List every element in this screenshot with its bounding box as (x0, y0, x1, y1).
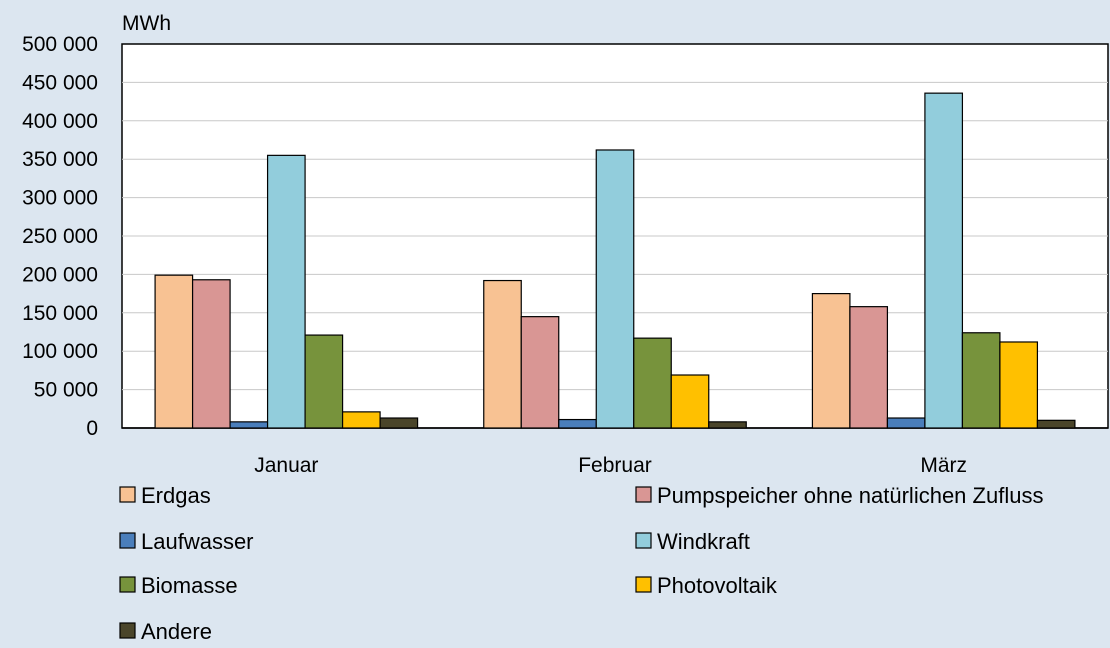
y-axis-tick-labels: 0 50 000 100 000 150 000 200 000 250 000 300 0… (22, 33, 98, 440)
legend-item: Photovoltaik (635, 573, 778, 598)
bar-windkraft-februar (595, 149, 635, 429)
legend-item: Erdgas (119, 483, 211, 508)
bar-photovoltaik-januar (341, 411, 381, 429)
bar-biomasse-februar (633, 337, 672, 429)
legend-label: Pumpspeicher ohne natürlichen Zufluss (657, 483, 1043, 508)
bar-biomasse-märz (961, 332, 1001, 429)
legend-item: Windkraft (635, 529, 750, 554)
category-label: Januar (254, 454, 318, 477)
bar-pumpspeicher-ohne-nat-rlichen-zufluss-märz (849, 306, 889, 429)
bar-biomasse-januar (304, 334, 344, 429)
bar-laufwasser-februar (558, 418, 597, 429)
y-tick-label: 0 (86, 417, 98, 440)
legend-label: Windkraft (657, 529, 750, 554)
y-tick-label: 500 000 (22, 33, 98, 56)
bar-erdgas-januar (154, 274, 194, 429)
bar-erdgas-märz (811, 293, 851, 429)
y-tick-label: 350 000 (22, 148, 98, 171)
legend-label: Photovoltaik (657, 573, 778, 598)
bar-andere-märz (1036, 419, 1076, 429)
legend-item: Laufwasser (119, 529, 254, 554)
y-axis-unit-label: MWh (122, 12, 171, 35)
bar-photovoltaik-februar (670, 374, 710, 429)
legend-label: Erdgas (141, 483, 211, 508)
y-tick-label: 50 000 (34, 379, 98, 402)
y-tick-label: 150 000 (22, 302, 98, 325)
bar-andere-februar (708, 421, 747, 429)
category-label: März (920, 454, 967, 477)
bar-windkraft-januar (266, 154, 306, 429)
legend-item: Pumpspeicher ohne natürlichen Zufluss (635, 483, 1043, 508)
y-tick-label: 200 000 (22, 263, 98, 286)
legend-item: Biomasse (119, 573, 238, 598)
legend-swatch (119, 532, 136, 549)
y-tick-label: 450 000 (22, 71, 98, 94)
legend-swatch (635, 576, 652, 593)
bar-laufwasser-januar (229, 421, 269, 429)
category-label: Februar (578, 454, 652, 477)
bar-laufwasser-märz (886, 417, 926, 429)
legend-label: Laufwasser (141, 529, 254, 554)
legend-swatch (119, 576, 136, 593)
bar-windkraft-märz (924, 92, 964, 429)
bars (154, 92, 1076, 429)
category-labels: Januar Februar März (254, 454, 967, 477)
y-tick-label: 300 000 (22, 187, 98, 210)
legend-item: Andere (119, 619, 212, 644)
legend-swatch (635, 486, 652, 503)
legend-label: Andere (141, 619, 212, 644)
legend-swatch (635, 532, 652, 549)
bar-andere-januar (379, 417, 419, 429)
bar-pumpspeicher-ohne-nat-rlichen-zufluss-februar (520, 316, 560, 429)
y-tick-label: 100 000 (22, 340, 98, 363)
y-tick-label: 400 000 (22, 110, 98, 133)
legend-swatch (119, 486, 136, 503)
legend-label: Biomasse (141, 573, 238, 598)
legend: Erdgas Pumpspeicher ohne natürlichen Zufl… (119, 483, 1043, 644)
bar-erdgas-februar (483, 279, 522, 429)
legend-swatch (119, 622, 136, 639)
bar-pumpspeicher-ohne-nat-rlichen-zufluss-januar (191, 279, 231, 429)
y-tick-label: 250 000 (22, 225, 98, 248)
bar-photovoltaik-märz (999, 341, 1039, 429)
